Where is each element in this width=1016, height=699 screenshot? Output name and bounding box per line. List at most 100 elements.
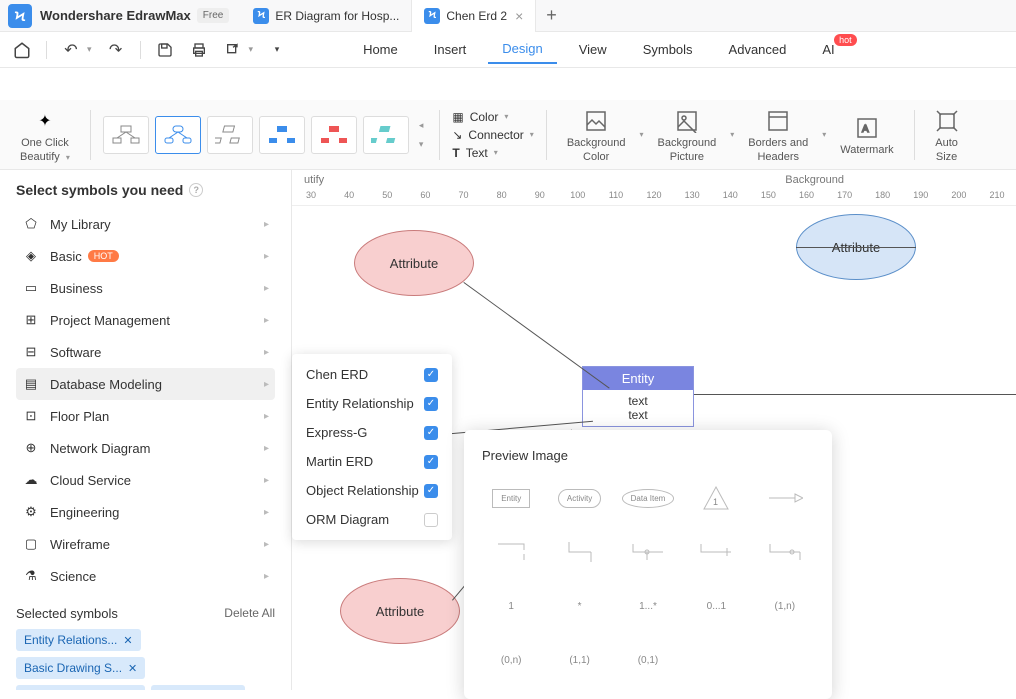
- diagram-style-1[interactable]: [103, 116, 149, 154]
- add-tab-button[interactable]: +: [536, 5, 567, 26]
- sidebar-item-science[interactable]: ⚗Science▸: [16, 560, 275, 592]
- preview-card-6: (0,1): [619, 639, 677, 681]
- sidebar-item-basic[interactable]: ◈BasicHOT▸: [16, 240, 275, 272]
- sci-icon: ⚗: [22, 567, 40, 585]
- sidebar-item-cloud-service[interactable]: ☁Cloud Service▸: [16, 464, 275, 496]
- checkbox-icon[interactable]: ✓: [424, 426, 438, 440]
- one-click-beautify-button[interactable]: ✦ One ClickBeautify ▾: [12, 105, 78, 163]
- borders-headers-button[interactable]: Borders and Headers: [740, 105, 816, 163]
- diagram-style-5[interactable]: [311, 116, 357, 154]
- preview-card-2: 0...1: [687, 585, 745, 627]
- titlebar: Ϟ Wondershare EdrawMax Free Ϟ ER Diagram…: [0, 0, 1016, 32]
- preview-conn-2: [619, 531, 677, 573]
- close-icon[interactable]: ✕: [123, 634, 132, 647]
- edge: [796, 247, 916, 248]
- db-modeling-submenu: Chen ERD✓Entity Relationship✓Express-G✓M…: [292, 354, 452, 540]
- submenu-item-chen-erd[interactable]: Chen ERD✓: [292, 360, 452, 389]
- chevron-right-icon: ▸: [264, 411, 269, 422]
- menu-advanced[interactable]: Advanced: [715, 36, 801, 63]
- home-icon[interactable]: [12, 40, 32, 60]
- style-more-button[interactable]: ◂▾: [415, 120, 428, 150]
- diagram-style-4[interactable]: [259, 116, 305, 154]
- submenu-item-entity-relationship[interactable]: Entity Relationship✓: [292, 389, 452, 418]
- checkbox-icon[interactable]: ✓: [424, 368, 438, 382]
- close-icon[interactable]: ✕: [128, 662, 137, 675]
- sidebar-item-engineering[interactable]: ⚙Engineering▸: [16, 496, 275, 528]
- close-icon[interactable]: ×: [515, 8, 523, 24]
- attribute-shape-3[interactable]: Attribute: [340, 578, 460, 644]
- more-icon[interactable]: ▾: [267, 40, 287, 60]
- submenu-item-object-relationship[interactable]: Object Relationship✓: [292, 476, 452, 505]
- preview-text-1: 1: [482, 585, 540, 627]
- tab-label: Chen Erd 2: [446, 9, 507, 23]
- edge: [463, 282, 609, 389]
- chip-martin-erd[interactable]: Martin ERD✕: [151, 685, 244, 690]
- checkbox-icon[interactable]: [424, 513, 438, 527]
- sidebar-item-project-management[interactable]: ⊞Project Management▸: [16, 304, 275, 336]
- preview-card-5: (1,1): [550, 639, 608, 681]
- sidebar-item-business[interactable]: ▭Business▸: [16, 272, 275, 304]
- delete-all-button[interactable]: Delete All: [224, 606, 275, 621]
- menu-symbols[interactable]: Symbols: [629, 36, 707, 63]
- menu-view[interactable]: View: [565, 36, 621, 63]
- menu-design[interactable]: Design: [488, 35, 556, 64]
- chevron-right-icon: ▸: [264, 379, 269, 390]
- color-dropdown[interactable]: ▦Color▾: [452, 108, 533, 126]
- preview-conn-3: [687, 531, 745, 573]
- chip-object-relations-[interactable]: Object Relations...✕: [16, 685, 145, 690]
- preview-panel: Preview Image Entity Activity Data Item …: [464, 430, 832, 699]
- preview-bracket-shape: [482, 531, 540, 573]
- bg-picture-button[interactable]: Background Picture: [650, 105, 725, 163]
- app-name: Wondershare EdrawMax: [40, 8, 191, 23]
- tab-chen-erd[interactable]: Ϟ Chen Erd 2 ×: [412, 0, 536, 32]
- chevron-right-icon: ▸: [264, 251, 269, 262]
- edge: [694, 394, 1016, 395]
- checkbox-icon[interactable]: ✓: [424, 397, 438, 411]
- export-icon[interactable]: [223, 40, 243, 60]
- checkbox-icon[interactable]: ✓: [424, 455, 438, 469]
- sidebar-item-wireframe[interactable]: ▢Wireframe▸: [16, 528, 275, 560]
- attribute-shape-1[interactable]: Attribute: [354, 230, 474, 296]
- undo-icon[interactable]: ↶: [61, 40, 81, 60]
- tab-er-hospital[interactable]: Ϟ ER Diagram for Hosp...: [241, 0, 412, 32]
- diagram-style-2[interactable]: [155, 116, 201, 154]
- text-dropdown[interactable]: TText▾: [452, 144, 533, 162]
- save-icon[interactable]: [155, 40, 175, 60]
- preview-arrow-shape: [756, 477, 814, 519]
- sidebar-item-database-modeling[interactable]: ▤Database Modeling▸: [16, 368, 275, 400]
- menu-ai[interactable]: AIhot: [808, 36, 848, 63]
- preview-card-3: (1,n): [756, 585, 814, 627]
- menu-home[interactable]: Home: [349, 36, 412, 63]
- submenu-item-orm-diagram[interactable]: ORM Diagram: [292, 505, 452, 534]
- chevron-right-icon: ▸: [264, 443, 269, 454]
- chip-entity-relations-[interactable]: Entity Relations...✕: [16, 629, 141, 651]
- entity-shape[interactable]: Entity texttext: [582, 366, 694, 427]
- preview-conn-4: [756, 531, 814, 573]
- sidebar-item-floor-plan[interactable]: ⊡Floor Plan▸: [16, 400, 275, 432]
- submenu-item-martin-erd[interactable]: Martin ERD✓: [292, 447, 452, 476]
- auto-size-button[interactable]: Auto Size: [927, 105, 967, 163]
- checkbox-icon[interactable]: ✓: [424, 484, 438, 498]
- redo-icon[interactable]: ↷: [106, 40, 126, 60]
- cloud-icon: ☁: [22, 471, 40, 489]
- help-icon[interactable]: ?: [189, 183, 203, 197]
- print-icon[interactable]: [189, 40, 209, 60]
- bg-color-button[interactable]: Background Color: [559, 105, 634, 163]
- hot-badge: HOT: [88, 250, 119, 262]
- diagram-style-3[interactable]: [207, 116, 253, 154]
- sidebar-item-my-library[interactable]: ⬠My Library▸: [16, 208, 275, 240]
- sidebar-item-software[interactable]: ⊟Software▸: [16, 336, 275, 368]
- subheader-right: Background: [785, 174, 844, 186]
- menu-insert[interactable]: Insert: [420, 36, 481, 63]
- svg-text:A: A: [862, 124, 869, 135]
- chip-basic-drawing-s-[interactable]: Basic Drawing S...✕: [16, 657, 145, 679]
- gear-icon: ⚙: [22, 503, 40, 521]
- doc-icon: Ϟ: [424, 8, 440, 24]
- diagram-style-6[interactable]: [363, 116, 409, 154]
- watermark-button[interactable]: AWatermark: [832, 112, 901, 157]
- chevron-right-icon: ▸: [264, 283, 269, 294]
- net-icon: ⊕: [22, 439, 40, 457]
- sidebar-item-network-diagram[interactable]: ⊕Network Diagram▸: [16, 432, 275, 464]
- connector-dropdown[interactable]: ↘Connector▾: [452, 126, 533, 144]
- submenu-item-express-g[interactable]: Express-G✓: [292, 418, 452, 447]
